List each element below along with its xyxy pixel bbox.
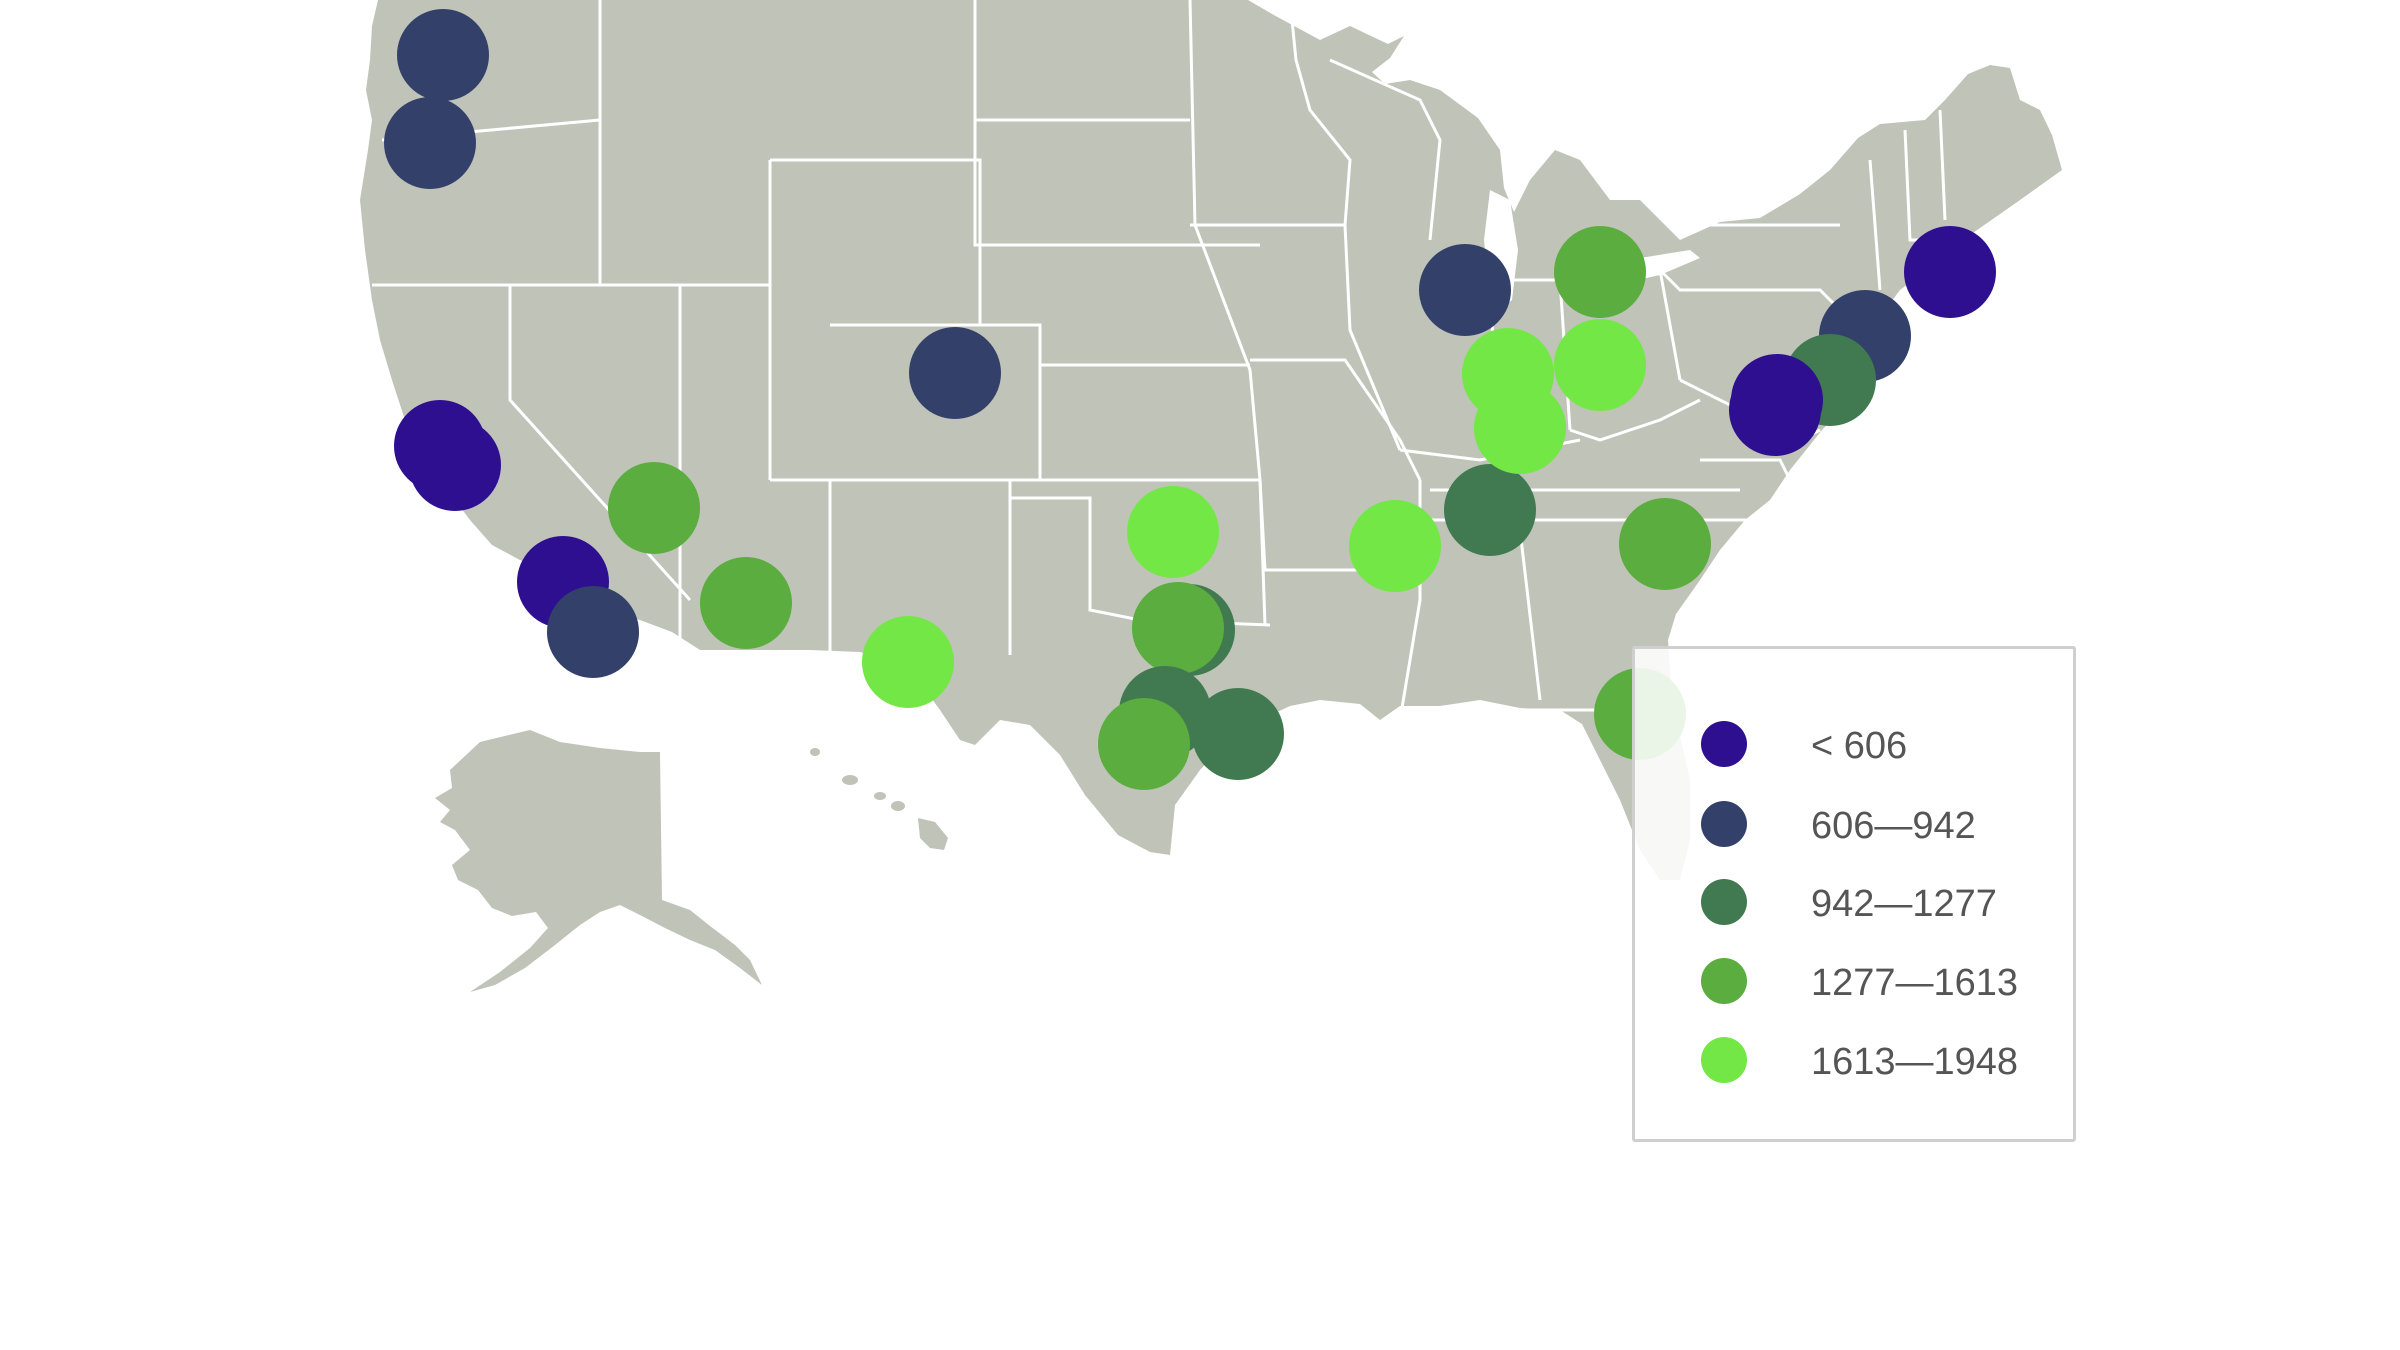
city-marker[interactable] (1554, 319, 1646, 411)
city-marker[interactable] (700, 557, 792, 649)
legend-item: 1613—1948 (1635, 1029, 2073, 1089)
state-border (1938, 109, 1947, 221)
legend-swatch (1701, 801, 1747, 847)
legend-label: < 606 (1811, 725, 1908, 767)
legend-swatch (1701, 879, 1747, 925)
legend-item: < 606 (1635, 713, 2073, 773)
state-border (1288, 0, 1352, 226)
state-border (1250, 358, 1422, 481)
hawaii-islet (810, 748, 820, 756)
city-marker[interactable] (1474, 382, 1566, 474)
city-marker[interactable] (1619, 498, 1711, 590)
legend-box: < 606 606—942 942—1277 1277—1613 1613—19… (1632, 646, 2076, 1142)
legend-item: 942—1277 (1635, 871, 2073, 931)
city-marker[interactable] (1098, 698, 1190, 790)
city-marker[interactable] (547, 586, 639, 678)
legend-label: 1277—1613 (1811, 962, 2019, 1004)
legend-item: 606—942 (1635, 793, 2073, 853)
state-border (1329, 58, 1442, 241)
legend-label: 606—942 (1811, 805, 1976, 847)
city-marker[interactable] (1554, 226, 1646, 318)
legend-swatch (1701, 721, 1747, 767)
city-marker[interactable] (384, 97, 476, 189)
city-marker[interactable] (1419, 244, 1511, 336)
legend-item: 1277—1613 (1635, 950, 2073, 1010)
city-marker[interactable] (1192, 688, 1284, 780)
state-border (770, 158, 982, 325)
city-marker[interactable] (1444, 464, 1536, 556)
legend-label: 942—1277 (1811, 883, 1997, 925)
legend-label: 1613—1948 (1811, 1041, 2019, 1083)
hawaii-islet (842, 775, 858, 785)
state-border (1258, 479, 1390, 572)
state-border (973, 0, 1260, 247)
state-border (1343, 224, 1402, 451)
city-marker[interactable] (397, 9, 489, 101)
hawaii-islet (891, 801, 905, 811)
alaska-landmass (435, 730, 762, 992)
city-marker[interactable] (608, 462, 700, 554)
city-marker[interactable] (1904, 226, 1996, 318)
state-border (770, 478, 832, 660)
legend-swatch (1701, 1037, 1747, 1083)
city-marker[interactable] (409, 419, 501, 511)
state-border (830, 323, 1042, 480)
city-marker[interactable] (1731, 354, 1823, 446)
hawaii-island (918, 818, 948, 850)
state-border (1569, 398, 1701, 442)
city-markers (384, 9, 1996, 790)
state-border (1700, 458, 1802, 501)
city-marker[interactable] (1127, 486, 1219, 578)
legend-swatch (1701, 958, 1747, 1004)
city-marker[interactable] (1132, 582, 1224, 674)
state-border (1518, 529, 1542, 701)
city-marker[interactable] (1349, 500, 1441, 592)
hawaii-islet (874, 792, 886, 800)
city-marker[interactable] (862, 616, 954, 708)
state-border (1868, 159, 1882, 291)
city-marker[interactable] (909, 327, 1001, 419)
